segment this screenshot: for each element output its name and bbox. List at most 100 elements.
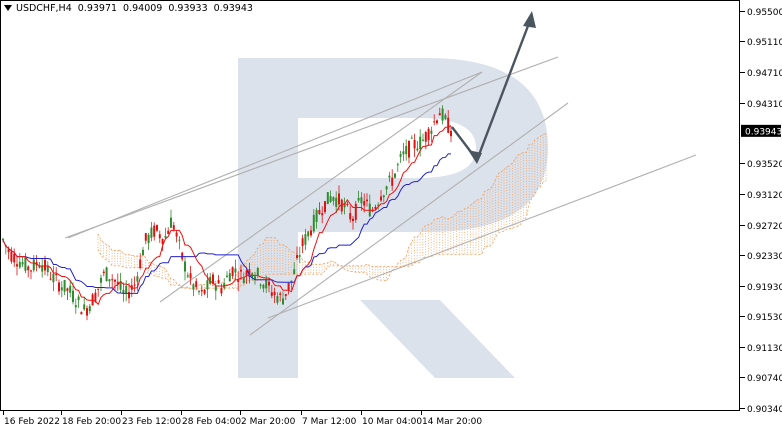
candle-body — [394, 173, 396, 178]
candle-body — [136, 276, 139, 282]
candle-body — [318, 209, 321, 214]
candle-body — [388, 175, 391, 178]
candle-body — [307, 231, 310, 237]
candle-body — [72, 290, 74, 303]
candle-body — [122, 289, 125, 294]
candle-body — [116, 281, 119, 285]
candle-body — [391, 177, 394, 186]
candle-body — [234, 268, 237, 273]
candle-body — [49, 278, 52, 280]
dropdown-triangle-icon[interactable] — [4, 5, 12, 11]
candle-body — [273, 291, 276, 296]
candle-body — [279, 293, 282, 295]
candle-body — [338, 193, 340, 205]
candle-body — [156, 225, 158, 231]
candle-body — [385, 186, 388, 190]
candle-body — [128, 292, 130, 299]
candle-body — [265, 279, 268, 289]
candle-body — [413, 139, 416, 149]
y-tick-label: 0.95500 — [747, 8, 782, 18]
chart-header: USDCHF,H4 0.93971 0.94009 0.93933 0.9394… — [2, 1, 253, 15]
candle-body — [366, 199, 368, 202]
candle-body — [24, 257, 27, 271]
candle-body — [254, 276, 256, 280]
candle-body — [430, 130, 433, 134]
candle-body — [142, 249, 144, 256]
candle-body — [242, 278, 245, 284]
candle-body — [125, 286, 128, 294]
x-tick-label: 2 Mar 20:00 — [241, 417, 296, 427]
candle-body — [94, 292, 97, 302]
candle-body — [170, 217, 172, 228]
x-tick-label: 14 Mar 20:00 — [422, 417, 482, 427]
candle-body — [114, 279, 116, 282]
candle-body — [304, 234, 307, 245]
candle-body — [147, 235, 150, 244]
arrowhead-up — [523, 11, 536, 28]
candle-body — [349, 213, 352, 220]
candle-body — [284, 293, 287, 296]
candle-body — [153, 225, 156, 237]
x-tick-label: 28 Feb 04:00 — [182, 417, 241, 427]
x-tick-label: 10 Mar 04:00 — [362, 417, 422, 427]
y-tick-label: 0.90740 — [747, 374, 782, 384]
y-tick-label: 0.90340 — [747, 405, 782, 415]
candle-body — [231, 267, 234, 277]
candle-body — [55, 274, 58, 276]
candle-body — [424, 132, 427, 142]
candle-body — [203, 289, 206, 294]
current-price-label: 0.93943 — [745, 127, 782, 137]
candle-body — [293, 269, 296, 274]
candle-body — [66, 288, 69, 291]
candle-body — [167, 230, 170, 234]
candle-body — [436, 120, 438, 124]
candle-body — [360, 197, 363, 204]
candle-body — [161, 239, 164, 245]
candle-body — [396, 164, 399, 166]
x-tick-label: 16 Feb 2022 — [4, 417, 60, 427]
tenkan-sen-line — [2, 125, 452, 306]
candle-body — [119, 281, 122, 290]
kijun-sen-line — [2, 153, 451, 294]
candle-body — [296, 255, 298, 258]
candle-body — [352, 218, 354, 222]
candle-body — [290, 280, 293, 283]
candle-body — [354, 203, 357, 220]
candle-body — [44, 259, 46, 271]
candle-body — [357, 197, 360, 201]
y-tick-label: 0.94310 — [747, 100, 782, 110]
candle-body — [186, 275, 189, 277]
candle-body — [422, 139, 424, 141]
candle-body — [111, 279, 114, 281]
candle-body — [301, 238, 304, 246]
candle-body — [340, 199, 343, 212]
candle-body — [447, 117, 450, 133]
open-value: 0.93971 — [77, 2, 118, 14]
candle-body — [27, 266, 30, 271]
candle-body — [444, 115, 447, 119]
candle-body — [419, 136, 422, 149]
candle-body — [416, 148, 419, 151]
candle-body — [245, 270, 248, 276]
candle-body — [139, 259, 142, 269]
candle-body — [298, 255, 301, 257]
arrowhead-down — [468, 150, 482, 164]
candle-body — [178, 239, 181, 241]
candle-body — [226, 275, 228, 277]
candle-body — [63, 279, 66, 292]
candle-body — [105, 267, 108, 282]
candle-body — [310, 230, 312, 236]
low-value: 0.93933 — [168, 2, 208, 14]
candle-body — [287, 283, 290, 290]
candle-body — [240, 269, 242, 272]
candle-body — [164, 235, 167, 238]
candle-body — [371, 210, 374, 212]
symbol-label: USDCHF,H4 — [16, 2, 72, 14]
candle-body — [77, 296, 80, 301]
candle-body — [405, 146, 408, 155]
candle-body — [332, 197, 335, 201]
candle-body — [380, 196, 382, 201]
candle-body — [32, 259, 35, 271]
channel-lower-line — [249, 102, 569, 336]
